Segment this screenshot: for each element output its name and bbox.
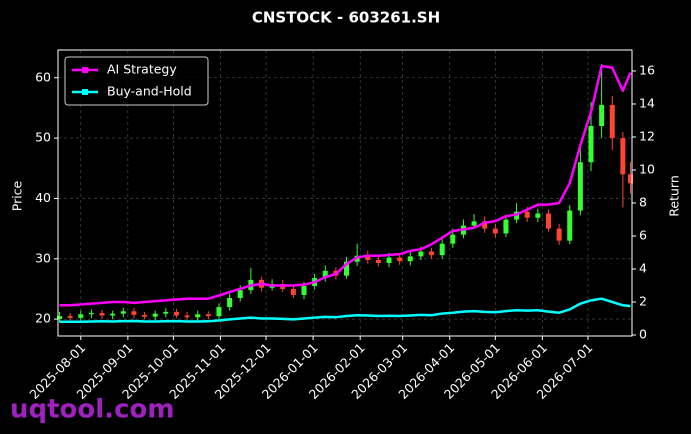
candle-body	[290, 288, 296, 295]
candle-body	[524, 211, 530, 218]
candle-body	[163, 311, 169, 314]
y2-tick-label: 14	[639, 95, 655, 110]
candle-body	[57, 316, 63, 320]
y-axis-label: Price	[10, 180, 25, 211]
candle-body	[588, 126, 594, 163]
candle-body	[450, 234, 456, 244]
legend-marker	[82, 67, 88, 73]
candle-body	[627, 174, 633, 184]
candle-body	[429, 251, 435, 256]
legend-label: Buy-and-Hold	[107, 84, 192, 99]
candle-body	[142, 314, 148, 317]
candle-body	[577, 162, 583, 211]
candle-body	[386, 257, 392, 263]
candle-body	[227, 297, 233, 308]
y-tick-label: 30	[35, 250, 51, 265]
candle-body	[397, 257, 403, 262]
y-tick-label: 20	[35, 311, 51, 326]
candle-body	[205, 314, 211, 317]
candle-body	[78, 314, 84, 318]
y-tick-label: 60	[35, 69, 51, 84]
candle-body	[195, 314, 201, 318]
y2-tick-label: 16	[639, 62, 655, 77]
candle-body	[503, 219, 509, 234]
y2-tick-label: 12	[639, 128, 655, 143]
candle-body	[301, 285, 307, 295]
legend-marker	[82, 89, 88, 95]
candle-body	[88, 313, 94, 315]
y2-tick-label: 2	[639, 294, 647, 309]
candle-body	[620, 138, 626, 175]
series-line	[59, 64, 632, 307]
y2-tick-label: 4	[639, 260, 647, 275]
candle-body	[173, 311, 179, 316]
candle-body	[545, 213, 551, 229]
watermark: uqtool.com	[10, 395, 174, 425]
candle-body	[407, 256, 413, 262]
candle-body	[567, 210, 573, 241]
candle-body	[67, 316, 73, 318]
y2-tick-label: 8	[639, 194, 647, 209]
candle-body	[535, 213, 541, 218]
candle-body	[184, 315, 190, 318]
candle-body	[131, 311, 137, 315]
candle-body	[120, 311, 126, 314]
chart-title: CNSTOCK - 603261.SH	[252, 9, 440, 27]
candle-body	[482, 221, 488, 229]
candle-body	[99, 313, 105, 316]
y-tick-label: 50	[35, 130, 51, 145]
y-tick-label: 40	[35, 190, 51, 205]
candle-body	[344, 261, 350, 276]
y2-axis-label: Return	[667, 175, 682, 216]
candle-body	[375, 259, 381, 263]
plot-frame	[57, 49, 633, 337]
candle-body	[609, 104, 615, 139]
candle-body	[439, 243, 445, 256]
candle-body	[599, 104, 605, 127]
candle-body	[471, 221, 477, 226]
candle-body	[418, 251, 424, 257]
candle-body	[365, 255, 371, 260]
legend-box	[64, 56, 209, 106]
y2-tick-label: 6	[639, 227, 647, 242]
y2-tick-label: 0	[639, 327, 647, 342]
candle-body	[216, 307, 222, 317]
candle-body	[556, 228, 562, 241]
candle-body	[237, 290, 243, 298]
candle-body	[492, 228, 498, 234]
candle-body	[152, 313, 158, 317]
candle-body	[110, 313, 116, 316]
candle-body	[322, 270, 328, 279]
legend-label: AI Strategy	[107, 62, 177, 77]
y2-tick-label: 10	[639, 161, 655, 176]
series-line	[59, 297, 631, 324]
